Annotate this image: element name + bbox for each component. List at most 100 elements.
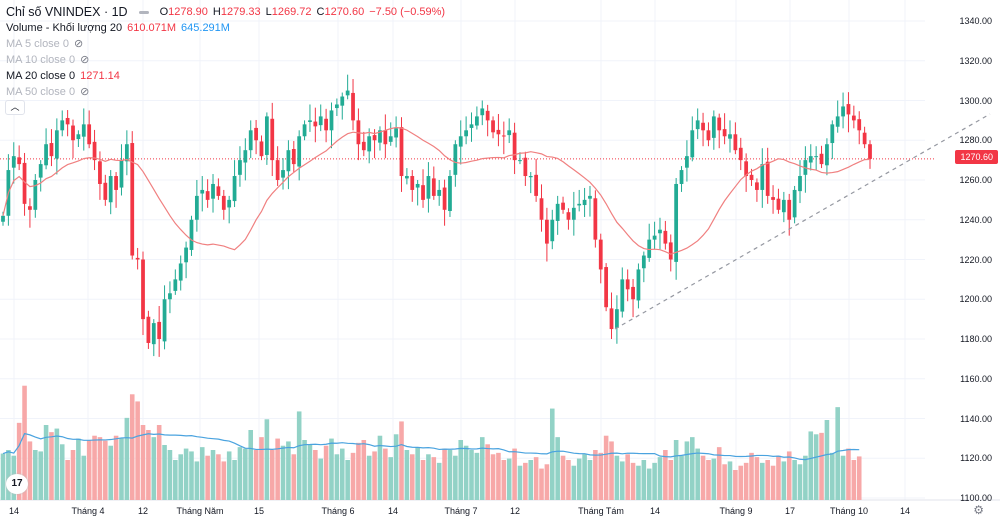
- volume-bar: [183, 448, 189, 500]
- volume-bar: [609, 441, 614, 500]
- volume-bar: [86, 440, 92, 500]
- volume-bar: [296, 411, 302, 500]
- candle-body: [189, 219, 194, 250]
- volume-bar: [781, 461, 787, 500]
- candle-body: [781, 199, 786, 213]
- time-tick: Tháng 7: [444, 506, 478, 516]
- volume-bar: [436, 462, 442, 500]
- volume-bar: [749, 452, 754, 500]
- candle-body: [577, 203, 582, 206]
- volume-bar: [38, 451, 43, 500]
- volume-bar: [27, 441, 33, 500]
- candle-body: [835, 116, 840, 127]
- candle-body: [404, 176, 409, 179]
- volume-legend[interactable]: Volume - Khối lượng 20 610.071M 645.291M: [6, 20, 445, 36]
- candle-body: [216, 186, 221, 196]
- candle-body: [792, 189, 797, 218]
- candle-body: [65, 117, 70, 125]
- tradingview-logo[interactable]: 17: [6, 474, 28, 494]
- price-tick: 1120.00: [960, 453, 992, 464]
- candle-body: [765, 161, 770, 196]
- volume-bar: [259, 437, 264, 500]
- volume-bar: [194, 461, 200, 500]
- ma20-line: [2, 126, 871, 255]
- volume-bar: [463, 445, 469, 500]
- candle-body: [453, 144, 458, 175]
- candle-body: [749, 174, 754, 180]
- volume-bar: [830, 452, 835, 500]
- volume-label: Volume - Khối lượng 20: [6, 22, 123, 34]
- volume-bar: [824, 420, 830, 500]
- candle-body: [17, 157, 22, 165]
- ma5-legend[interactable]: MA 5 close 0 ⊘: [6, 36, 445, 52]
- ma20-legend[interactable]: MA 20 close 0 1271.14: [6, 68, 445, 84]
- volume-bar: [22, 385, 27, 500]
- candle-body: [588, 195, 592, 199]
- time-tick: Tháng 6: [321, 506, 355, 516]
- candle-body: [582, 199, 587, 206]
- candle-body: [760, 164, 765, 190]
- candle-body: [421, 185, 425, 200]
- volume-bar: [571, 465, 577, 500]
- minimize-icon[interactable]: [138, 10, 149, 14]
- candle-body: [87, 124, 92, 145]
- ma20-label: MA 20 close 0: [6, 70, 76, 82]
- volume-bar: [743, 462, 749, 500]
- candle-body: [862, 132, 867, 145]
- volume-bar: [226, 451, 232, 500]
- volume-bar: [835, 407, 840, 500]
- volume-bar: [221, 461, 227, 500]
- volume-bar: [318, 458, 324, 500]
- volume-bar: [404, 450, 410, 500]
- volume-bar: [469, 450, 474, 500]
- volume-bar: [129, 394, 135, 500]
- time-tick: 14: [387, 506, 399, 516]
- ohlc-change: −7.50 (−0.59%): [369, 6, 446, 18]
- current-price-label: 1270.60: [955, 150, 998, 164]
- price-tick: 1320.00: [959, 55, 992, 66]
- candle-body: [378, 130, 382, 143]
- candle-body: [798, 176, 802, 192]
- ma50-legend[interactable]: MA 50 close 0 ⊘: [6, 84, 445, 100]
- candle-body: [631, 286, 635, 300]
- volume-bar: [243, 448, 248, 500]
- volume-bar: [630, 462, 636, 500]
- volume-bar: [453, 455, 458, 500]
- candle-body: [383, 130, 388, 145]
- volume-bar: [426, 454, 431, 500]
- candle-body: [851, 115, 856, 121]
- volume-bar: [716, 447, 722, 500]
- candle-body: [281, 170, 285, 178]
- volume-bar: [356, 442, 361, 500]
- chevron-up-icon[interactable]: ︿: [5, 100, 25, 115]
- symbol-title[interactable]: Chỉ số VNINDEX · 1D: [6, 5, 128, 19]
- candle-body: [297, 136, 302, 167]
- candle-body: [135, 257, 140, 260]
- time-tick: 17: [784, 506, 796, 516]
- eye-hidden-icon[interactable]: ⊘: [80, 86, 90, 98]
- volume-bar: [431, 457, 437, 500]
- candle-body: [491, 120, 495, 133]
- volume-bar: [458, 440, 464, 500]
- volume-bar: [501, 460, 507, 500]
- volume-bar: [776, 455, 781, 500]
- candle-body: [846, 104, 851, 115]
- volume-bar: [92, 435, 97, 500]
- ma10-legend[interactable]: MA 10 close 0 ⊘: [6, 52, 445, 68]
- candle-body: [205, 191, 210, 200]
- time-tick: Tháng Tám: [578, 506, 624, 516]
- candle-body: [722, 129, 727, 137]
- eye-hidden-icon[interactable]: ⊘: [73, 38, 84, 50]
- volume-bar: [146, 430, 151, 500]
- settings-gear-icon[interactable]: ⚙: [973, 503, 984, 517]
- time-axis[interactable]: 14 Tháng 4 12 Tháng Năm 15 Tháng 6 14 Tháng 7 12…: [0, 502, 925, 521]
- candle-body: [545, 219, 549, 244]
- candle-body: [119, 160, 124, 188]
- volume-bar: [210, 450, 216, 500]
- volume-bar: [539, 468, 544, 500]
- volume-bar: [334, 454, 340, 500]
- volume-ma-line: [2, 432, 860, 461]
- eye-hidden-icon[interactable]: ⊘: [80, 54, 90, 66]
- volume-bar: [291, 454, 297, 500]
